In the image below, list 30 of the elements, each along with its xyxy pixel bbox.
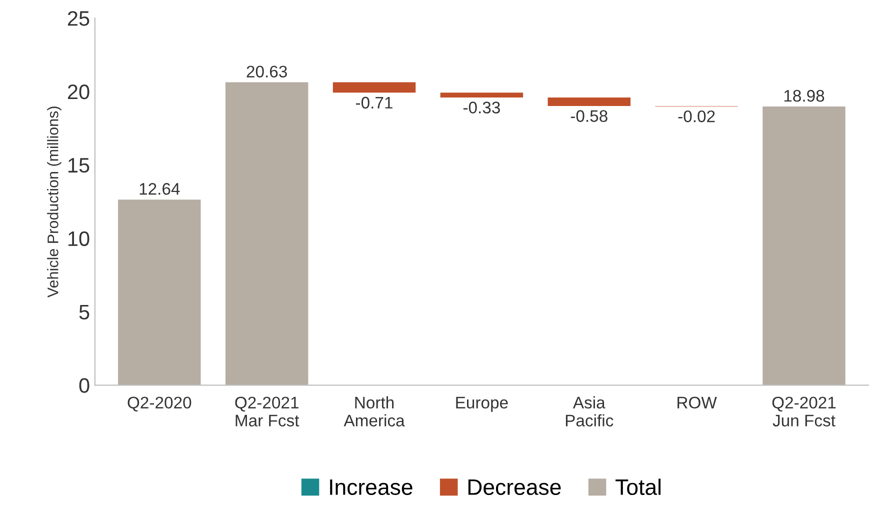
data-label: 12.64	[140, 183, 180, 195]
x-tick-label: ROW	[678, 396, 717, 409]
legend-label: Decrease	[468, 480, 561, 496]
x-tick-label: North America	[344, 396, 405, 426]
bar	[548, 98, 630, 106]
x-tick-label: Q2-2020	[128, 396, 192, 412]
data-label: -0.71	[356, 96, 392, 109]
bar	[225, 82, 308, 386]
bar	[440, 92, 524, 98]
data-label: -0.33	[463, 102, 500, 114]
x-tick-label: Q2-2021 Mar Fcst	[235, 396, 300, 426]
y-axis-title: Vehicle Production (millions)	[47, 106, 62, 298]
legend-label: Total	[616, 478, 661, 496]
y-tick-label: 10	[68, 231, 90, 246]
bar	[332, 82, 416, 93]
y-tick-label: 0	[79, 378, 90, 393]
legend-label: Increase	[330, 480, 412, 496]
y-tick-label: 25	[68, 11, 90, 26]
data-label: 18.98	[784, 90, 824, 102]
y-tick-label: 20	[68, 84, 90, 100]
x-tick-label: Q2-2021 Jun Fcst	[772, 396, 836, 426]
data-label: -0.02	[678, 110, 715, 122]
x-tick-label: Europe	[456, 396, 508, 412]
data-label: -0.58	[570, 110, 608, 122]
y-tick-label: 5	[79, 304, 90, 320]
bar	[118, 200, 201, 386]
data-label: 20.63	[246, 66, 287, 78]
x-tick-label: Asia Pacific	[566, 396, 614, 426]
y-tick-label: 15	[68, 158, 90, 173]
bar	[762, 106, 846, 386]
